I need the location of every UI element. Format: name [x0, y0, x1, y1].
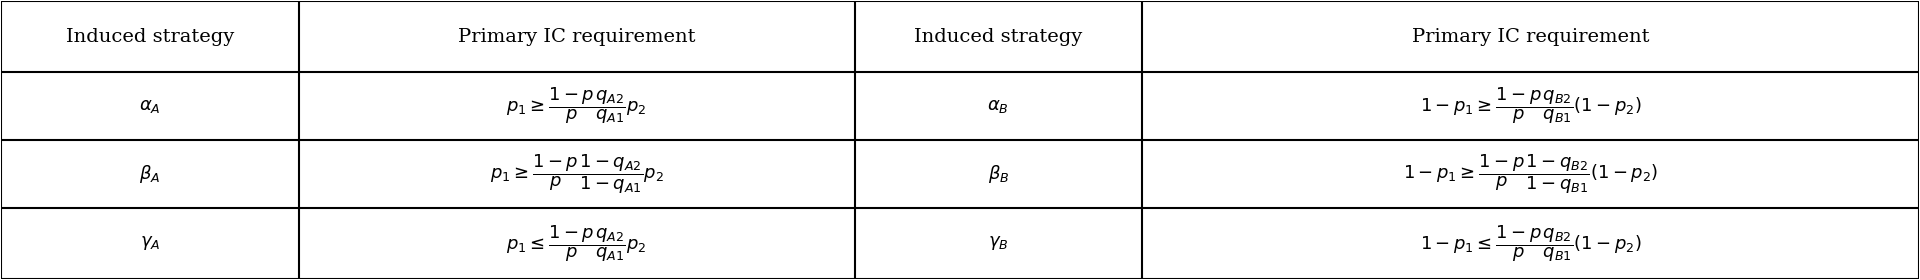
Text: $\gamma_B$: $\gamma_B$ [989, 234, 1008, 252]
Text: $1 - p_1 \geq \dfrac{1-p}{p}\dfrac{q_{B2}}{q_{B1}}(1-p_2)$: $1 - p_1 \geq \dfrac{1-p}{p}\dfrac{q_{B2… [1419, 86, 1642, 126]
Text: $1 - p_1 \geq \dfrac{1-p}{p}\dfrac{1-q_{B2}}{1-q_{B1}}(1-p_2)$: $1 - p_1 \geq \dfrac{1-p}{p}\dfrac{1-q_{… [1404, 152, 1659, 196]
Text: $\alpha_B$: $\alpha_B$ [987, 97, 1010, 115]
Text: $p_1 \geq \dfrac{1-p}{p}\dfrac{1-q_{A2}}{1-q_{A1}}p_2$: $p_1 \geq \dfrac{1-p}{p}\dfrac{1-q_{A2}}… [490, 152, 664, 196]
Text: $\alpha_A$: $\alpha_A$ [138, 97, 161, 115]
Text: $p_1 \leq \dfrac{1-p}{p}\dfrac{q_{A2}}{q_{A1}}p_2$: $p_1 \leq \dfrac{1-p}{p}\dfrac{q_{A2}}{q… [507, 223, 647, 263]
Text: $\beta_B$: $\beta_B$ [987, 163, 1010, 185]
Text: $p_1 \geq \dfrac{1-p}{p}\dfrac{q_{A2}}{q_{A1}}p_2$: $p_1 \geq \dfrac{1-p}{p}\dfrac{q_{A2}}{q… [507, 86, 647, 126]
Text: Primary IC requirement: Primary IC requirement [457, 28, 695, 46]
Text: Induced strategy: Induced strategy [914, 28, 1083, 46]
Text: Induced strategy: Induced strategy [65, 28, 234, 46]
Text: $\beta_A$: $\beta_A$ [140, 163, 161, 185]
Text: $\gamma_A$: $\gamma_A$ [140, 234, 159, 252]
Text: Primary IC requirement: Primary IC requirement [1411, 28, 1649, 46]
Text: $1 - p_1 \leq \dfrac{1-p}{p}\dfrac{q_{B2}}{q_{B1}}(1-p_2)$: $1 - p_1 \leq \dfrac{1-p}{p}\dfrac{q_{B2… [1419, 223, 1642, 263]
